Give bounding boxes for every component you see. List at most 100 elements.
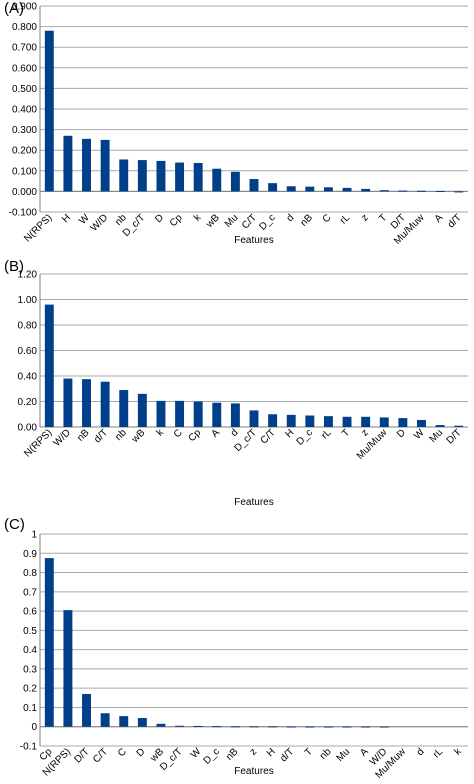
x-tick-label: H [283,427,296,440]
x-tick-label: A [209,427,222,440]
x-tick-label: Cp [186,427,203,444]
bar [249,726,259,728]
x-tick-label: C [116,746,129,759]
x-tick-label: d [415,746,427,758]
bar [137,718,147,727]
bar [454,191,464,193]
panel-c: (C) -0.1 0 0.1 0.2 0.3 0.4 0.5 0.6 0.7 0.8 0.9 1 Cp N… [0,516,474,781]
x-tick-label: k [453,746,465,758]
x-tick-label: Mu [428,427,446,445]
bar [193,725,203,727]
chart-b: 0.000.200.400.600.801.001.20N(RPS)W/D nB d… [18,270,468,508]
x-tick-label: D_c [202,746,222,766]
x-tick-label: T [377,212,389,224]
y-tick-label: 0.8 [23,568,37,579]
bar [305,415,315,427]
bar [156,160,166,192]
x-tick-label: W [412,427,427,442]
x-tick-label: T [340,427,352,439]
x-tick-label: nb [113,427,129,443]
x-tick-label: A [358,746,371,759]
bar [435,190,445,192]
x-tick-label: W/D [89,212,111,234]
y-tick-label: 0.000 [12,187,37,198]
x-tick-label: D/T [445,427,464,446]
x-tick-label: wB [129,427,148,446]
bar [137,393,147,427]
y-tick-label: 1.00 [18,295,38,306]
bar [379,726,389,728]
bar [323,416,333,427]
bar [82,379,91,427]
bar [379,417,389,427]
y-tick-label: 0.200 [12,146,37,157]
bar [44,30,54,192]
x-tick-label: T [303,746,315,758]
bar [212,168,222,192]
x-tick-label: D_c [295,427,315,447]
x-tick-label: d/T [446,212,464,230]
bar [100,713,110,727]
bar [119,390,129,427]
x-axis-title: Features [234,235,273,246]
x-tick-label: nB [299,212,316,229]
bar [100,139,110,192]
chart-a: -0.100 0.000 0.100 0.200 0.300 0.400 0.500 0.60… [9,2,468,247]
bar [398,418,408,427]
bar [156,400,166,427]
x-tick-label: C [321,212,334,225]
y-tick-label: 0.20 [18,397,38,408]
bar [230,171,240,192]
panel-label-c: (C) [4,516,25,533]
bar [44,304,54,427]
x-tick-label: C/T [91,746,110,765]
bar [286,186,296,192]
bar [63,378,73,427]
bar [361,416,371,427]
x-tick-label: D [135,746,148,759]
bar [175,725,185,727]
y-tick-label: 0.00 [18,423,38,434]
x-tick-label: W/D [52,427,74,449]
bar [212,726,222,728]
bar [454,425,464,427]
bar [82,138,91,192]
bar [212,402,222,427]
panel-a: (A) -0.100 0.000 0.100 0.200 0.300 0.400 0.500… [0,0,474,258]
chart-c: -0.100.10.20.30.40.50.60.70.80.91CpN(RPS… [20,530,468,781]
x-tick-label: C [172,427,185,440]
bar [230,726,240,728]
y-tick-label: 0.60 [18,346,38,357]
y-tick-label: 0.300 [12,125,37,136]
y-tick-label: 0.2 [23,684,37,695]
x-tick-label: d/T [278,746,296,764]
x-tick-label: z [359,427,370,438]
y-tick-label: 0.6 [23,607,37,618]
y-tick-label: 0.600 [12,63,37,74]
x-tick-label: C/T [240,212,259,231]
bar [193,401,203,427]
x-tick-label: z [248,746,259,757]
x-tick-label: rL [431,746,445,760]
bar [175,400,185,427]
bar [268,183,278,192]
bar [342,726,352,728]
panel-b: (B) 0.00 0.20 0.40 0.60 0.80 1.00 1.20 N(RPS) W/… [0,258,474,516]
bar [323,726,333,728]
y-tick-label: 0.700 [12,43,37,54]
y-tick-label: 1 [31,530,37,541]
y-tick-label: 0.900 [12,2,37,13]
x-tick-label: d/T [92,427,110,445]
y-tick-label: 0 [31,722,37,733]
x-tick-label: H [60,212,73,225]
x-tick-label: H [265,746,278,759]
bar [342,416,352,427]
x-tick-label: Cp [168,212,185,229]
bar [417,190,426,192]
x-tick-label: Mu [335,746,353,764]
bar [63,135,73,192]
bar [175,162,185,192]
bar [323,187,333,192]
y-tick-label: 0.7 [23,587,37,598]
x-tick-label: nB [75,427,92,444]
